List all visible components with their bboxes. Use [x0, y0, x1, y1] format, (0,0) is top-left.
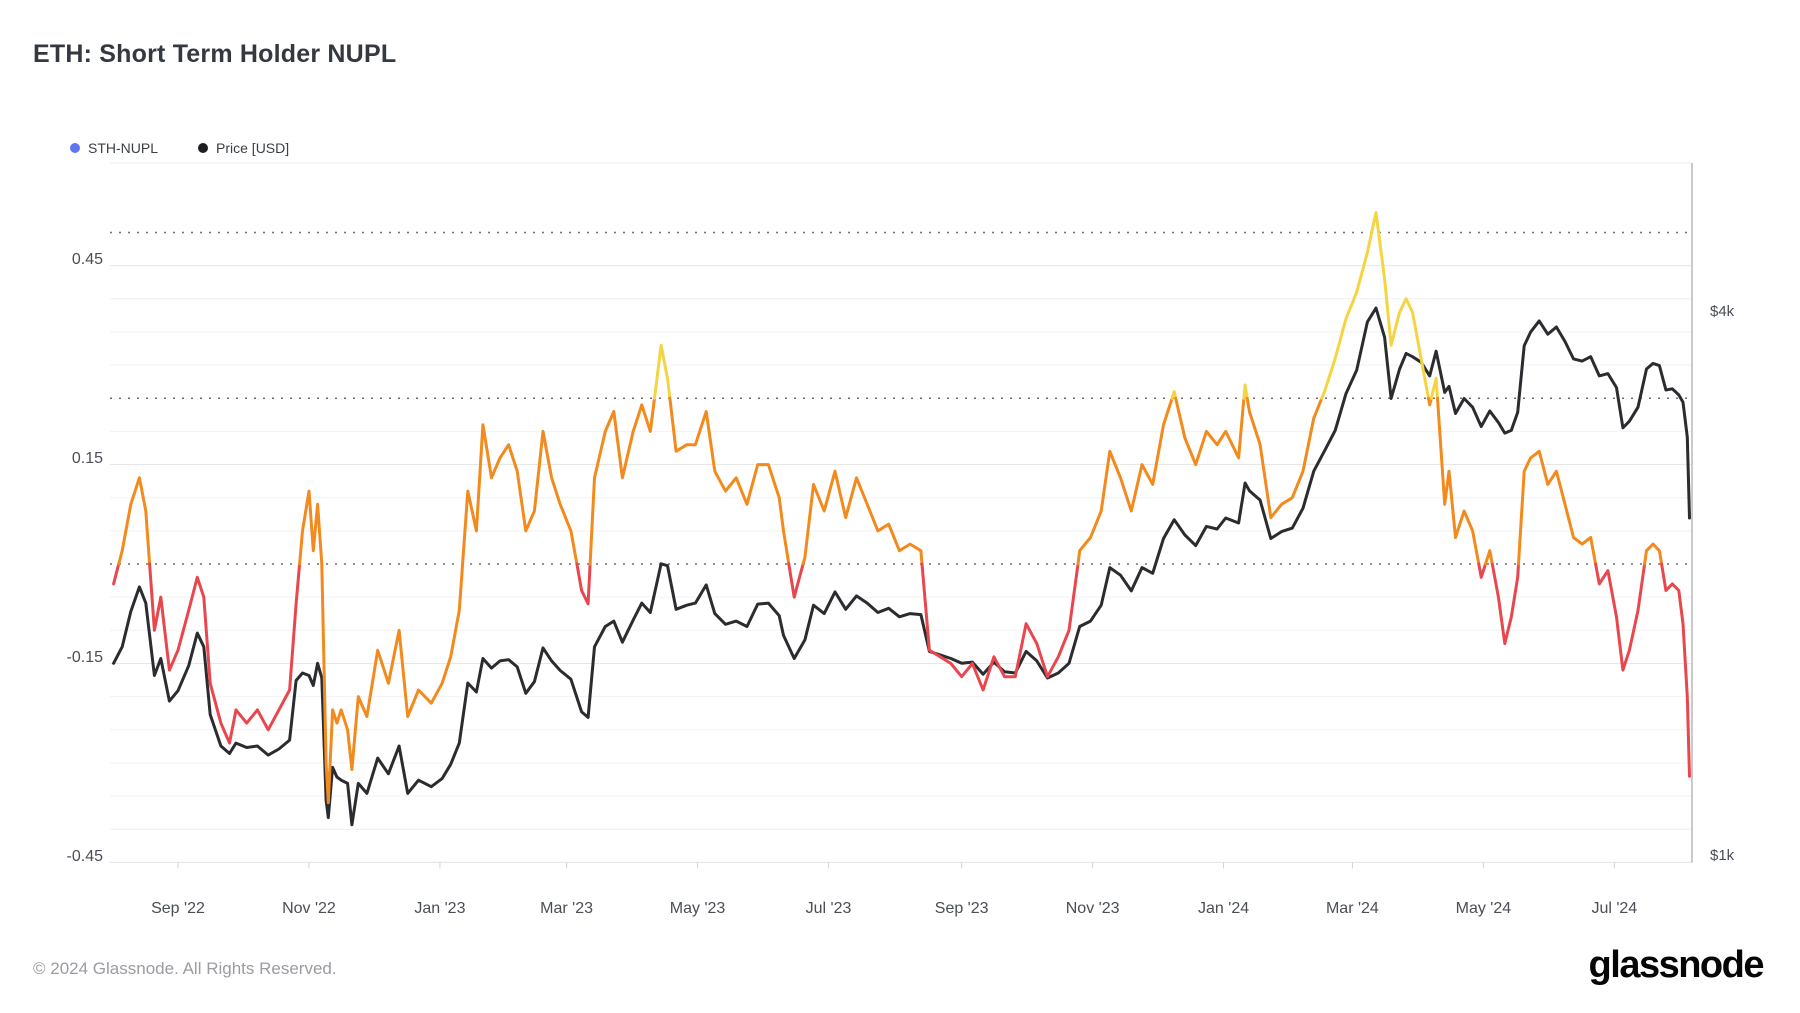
y-axis-left-label: 0.45 [72, 251, 103, 268]
x-axis-label: Mar '23 [540, 900, 593, 917]
price-line [112, 306, 1691, 827]
sth-nupl-line-segment [787, 562, 805, 599]
sth-nupl-line-segment [1477, 562, 1487, 579]
sth-nupl-line-segment [1594, 562, 1647, 672]
sth-nupl-line-segment [653, 343, 672, 400]
x-axis-label: Jul '24 [1591, 900, 1637, 917]
x-axis-label: Nov '22 [282, 900, 336, 917]
x-axis-label: May '23 [670, 900, 726, 917]
sth-nupl-line-segment [1076, 396, 1174, 566]
sth-nupl-line-segment [148, 562, 302, 745]
sth-nupl-line-segment [1490, 562, 1520, 646]
legend-label-price-usd: Price [USD] [216, 140, 290, 156]
x-axis-label: Sep '22 [151, 900, 205, 917]
legend-marker-price-usd-icon [198, 143, 209, 153]
sth-nupl-line-segment [1174, 396, 1246, 467]
legend: STH-NUPL Price [USD] [70, 140, 289, 156]
sth-nupl-line-segment [1484, 549, 1494, 566]
sth-nupl-line-segment [1242, 383, 1249, 400]
x-axis-label: Jan '23 [414, 900, 465, 917]
sth-nupl-line-segment [588, 396, 656, 566]
sth-nupl-line-segment [112, 562, 121, 586]
x-axis-label: Nov '23 [1066, 900, 1120, 917]
sth-nupl-line-segment [1320, 211, 1430, 400]
sth-nupl-line-segment [1660, 562, 1691, 778]
legend-marker-sth-nupl-icon [70, 143, 80, 153]
y-axis-right-label: $4k [1710, 303, 1735, 320]
sth-nupl-line-segment [1517, 449, 1598, 566]
sth-nupl-line-segment [1245, 396, 1324, 520]
legend-label-sth-nupl: STH-NUPL [88, 140, 159, 156]
sth-nupl-line-segment [1429, 376, 1439, 400]
sth-nupl-line-segment [575, 562, 592, 606]
sth-nupl-line-segment [298, 489, 465, 805]
y-axis-left-label: -0.45 [67, 848, 104, 865]
sth-nupl-line-segment [801, 469, 924, 566]
sth-nupl-line-segment [668, 396, 791, 566]
sth-nupl-line-segment [1427, 396, 1433, 407]
sth-nupl-line-segment [1170, 390, 1178, 400]
glassnode-logo: glassnode [1588, 944, 1765, 986]
sth-nupl-line-segment [920, 562, 1080, 692]
x-axis-label: Jul '23 [806, 900, 852, 917]
y-axis-left-label: -0.15 [67, 649, 104, 666]
legend-item-sth-nupl[interactable]: STH-NUPL [70, 140, 158, 156]
y-axis-right-label: $1k [1710, 847, 1735, 864]
x-axis-label: May '24 [1456, 900, 1512, 917]
x-axis-label: Sep '23 [935, 900, 989, 917]
x-axis-label: Mar '24 [1326, 900, 1379, 917]
sth-nupl-line-segment [1643, 542, 1664, 566]
y-axis-left-label: 0.15 [72, 450, 103, 467]
legend-item-price-usd[interactable]: Price [USD] [198, 140, 289, 156]
sth-nupl-line-segment [117, 476, 152, 566]
footer-copyright: © 2024 Glassnode. All Rights Reserved. [33, 959, 337, 978]
sth-nupl-line-segment [461, 423, 579, 566]
x-axis-label: Jan '24 [1198, 900, 1249, 917]
sth-nupl-line-segment [1436, 396, 1481, 566]
page-title: ETH: Short Term Holder NUPL [33, 40, 397, 68]
